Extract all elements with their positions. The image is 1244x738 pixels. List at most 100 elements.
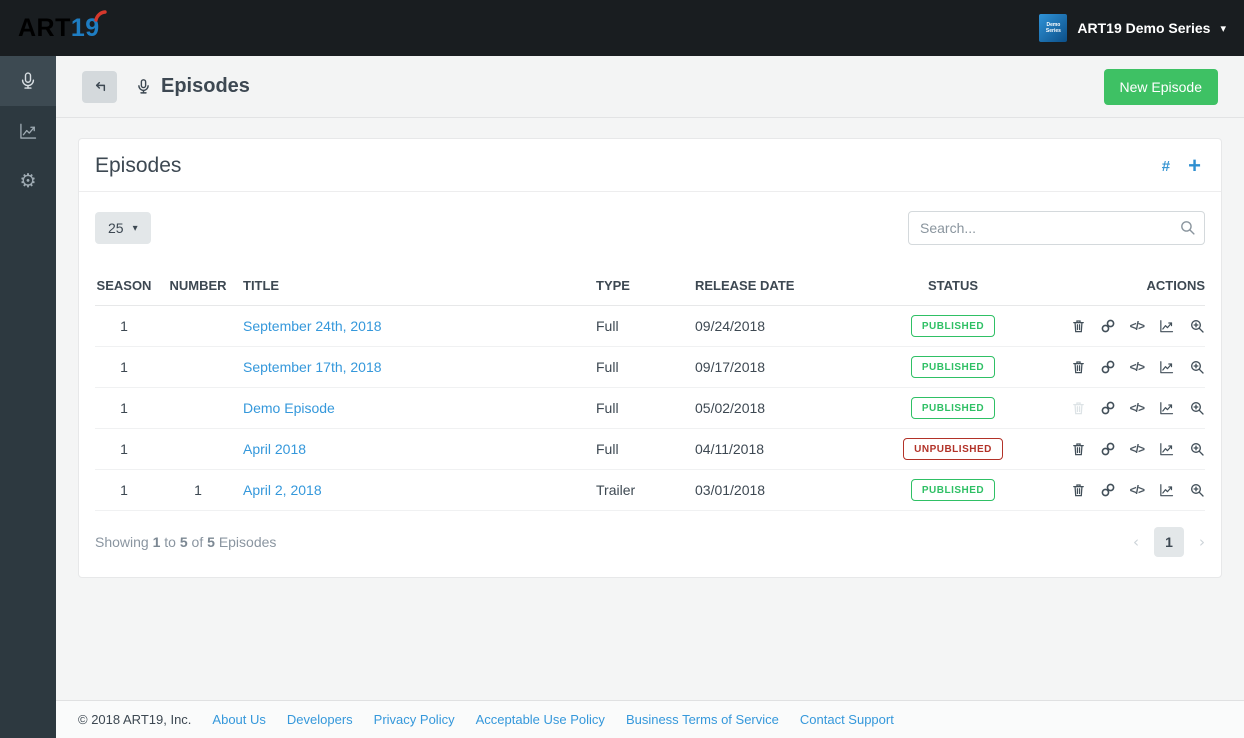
- page-number-button[interactable]: 1: [1154, 527, 1184, 557]
- back-button[interactable]: [82, 70, 117, 103]
- zoom-in-icon[interactable]: [1189, 318, 1205, 334]
- trash-icon[interactable]: [1071, 318, 1086, 334]
- episode-title-link[interactable]: April 2, 2018: [243, 482, 322, 498]
- link-icon[interactable]: [1100, 400, 1116, 416]
- stats-icon[interactable]: [1158, 400, 1175, 416]
- gear-icon: ⚙: [19, 170, 37, 192]
- sidebar-item-settings[interactable]: ⚙: [0, 156, 56, 206]
- back-arrow-icon: [95, 81, 105, 91]
- topbar: ART19 Demo Series ART19 Demo Series ▾: [0, 0, 1244, 56]
- zoom-in-icon[interactable]: [1189, 482, 1205, 498]
- footer-link-acceptable-use[interactable]: Acceptable Use Policy: [475, 712, 605, 727]
- status-badge: PUBLISHED: [910, 356, 996, 378]
- footer-link-privacy[interactable]: Privacy Policy: [373, 712, 455, 727]
- release-date-cell: 04/11/2018: [695, 428, 869, 470]
- card-footer: Showing 1 to 5 of 5 Episodes ‹ 1 ›: [79, 511, 1221, 577]
- episode-title-link[interactable]: September 24th, 2018: [243, 318, 382, 334]
- series-switcher[interactable]: Demo Series ART19 Demo Series ▾: [1039, 14, 1226, 42]
- page-title: Episodes: [161, 75, 250, 97]
- trash-icon[interactable]: [1071, 359, 1086, 375]
- episode-title-link[interactable]: September 17th, 2018: [243, 359, 382, 375]
- search-input[interactable]: [908, 211, 1205, 245]
- actions-cell: </>: [1037, 387, 1205, 429]
- page-size-value: 25: [108, 220, 124, 236]
- column-header-title: TITLE: [243, 272, 596, 306]
- art19-logo[interactable]: ART19: [18, 9, 107, 42]
- results-summary: Showing 1 to 5 of 5 Episodes: [95, 534, 277, 550]
- table-row: 1 September 17th, 2018 Full 09/17/2018 PUBLI…: [95, 346, 1205, 388]
- plus-icon[interactable]: +: [1188, 153, 1201, 178]
- hash-icon[interactable]: #: [1161, 157, 1171, 175]
- episodes-table: SEASON NUMBER TITLE TYPE RELEASE DATE ST…: [95, 272, 1205, 511]
- number-cell: [153, 305, 243, 347]
- stats-icon[interactable]: [1158, 441, 1175, 457]
- logo-arc-icon: [94, 9, 107, 22]
- sidebar: ⚙: [0, 56, 56, 738]
- code-icon[interactable]: </>: [1129, 483, 1145, 497]
- season-cell: 1: [95, 305, 153, 347]
- sidebar-item-analytics[interactable]: [0, 106, 56, 156]
- column-header-type: TYPE: [596, 272, 695, 306]
- type-cell: Full: [596, 428, 695, 470]
- page-size-dropdown[interactable]: 25 ▾: [95, 212, 151, 244]
- zoom-in-icon[interactable]: [1189, 359, 1205, 375]
- table-row: 1 September 24th, 2018 Full 09/24/2018 PUBLI…: [95, 305, 1205, 347]
- series-name: ART19 Demo Series: [1077, 20, 1211, 36]
- release-date-cell: 05/02/2018: [695, 387, 869, 429]
- zoom-in-icon[interactable]: [1189, 441, 1205, 457]
- new-episode-button[interactable]: New Episode: [1103, 68, 1218, 105]
- link-icon[interactable]: [1100, 359, 1116, 375]
- actions-cell: </>: [1037, 428, 1205, 470]
- chevron-right-icon[interactable]: ›: [1199, 533, 1205, 551]
- code-icon[interactable]: </>: [1129, 442, 1145, 456]
- caret-down-icon: ▾: [1220, 21, 1226, 35]
- episode-title-link[interactable]: Demo Episode: [243, 400, 335, 416]
- footer: © 2018 ART19, Inc. About Us Developers P…: [56, 700, 1244, 738]
- code-icon[interactable]: </>: [1129, 401, 1145, 415]
- footer-link-about[interactable]: About Us: [212, 712, 266, 727]
- link-icon[interactable]: [1100, 441, 1116, 457]
- status-badge: PUBLISHED: [910, 315, 996, 337]
- zoom-in-icon[interactable]: [1189, 400, 1205, 416]
- title-cell: September 17th, 2018: [243, 346, 596, 388]
- number-cell: [153, 387, 243, 429]
- card-header: Episodes # +: [79, 139, 1221, 192]
- microphone-icon: [138, 79, 149, 94]
- footer-link-contact[interactable]: Contact Support: [799, 712, 894, 727]
- footer-link-developers[interactable]: Developers: [286, 712, 353, 727]
- link-icon[interactable]: [1100, 482, 1116, 498]
- column-header-actions: ACTIONS: [1037, 272, 1205, 306]
- content: Episodes # + 25 ▾: [56, 118, 1244, 700]
- chevron-left-icon[interactable]: ‹: [1133, 533, 1139, 551]
- link-icon[interactable]: [1100, 318, 1116, 334]
- type-cell: Full: [596, 346, 695, 388]
- series-artwork: Demo Series: [1039, 14, 1068, 42]
- number-cell: 1: [153, 469, 243, 511]
- trash-icon[interactable]: [1071, 400, 1086, 416]
- code-icon[interactable]: </>: [1129, 360, 1145, 374]
- actions-cell: </>: [1037, 305, 1205, 347]
- stats-icon[interactable]: [1158, 482, 1175, 498]
- chart-icon: [20, 123, 37, 139]
- episode-title-link[interactable]: April 2018: [243, 441, 307, 457]
- caret-down-icon: ▾: [132, 222, 138, 234]
- status-badge: UNPUBLISHED: [903, 438, 1003, 460]
- sidebar-item-episodes[interactable]: [0, 56, 56, 106]
- logo-text-art: ART: [18, 13, 71, 42]
- title-cell: April 2, 2018: [243, 469, 596, 511]
- page-header: Episodes New Episode: [56, 56, 1244, 118]
- column-header-release-date: RELEASE DATE: [695, 272, 869, 306]
- pagination: ‹ 1 ›: [1133, 527, 1205, 557]
- trash-icon[interactable]: [1071, 482, 1086, 498]
- status-cell: PUBLISHED: [869, 346, 1037, 388]
- trash-icon[interactable]: [1071, 441, 1086, 457]
- stats-icon[interactable]: [1158, 318, 1175, 334]
- footer-link-terms[interactable]: Business Terms of Service: [625, 712, 779, 727]
- column-header-number: NUMBER: [153, 272, 243, 306]
- code-icon[interactable]: </>: [1129, 319, 1145, 333]
- release-date-cell: 09/17/2018: [695, 346, 869, 388]
- number-cell: [153, 428, 243, 470]
- season-cell: 1: [95, 346, 153, 388]
- stats-icon[interactable]: [1158, 359, 1175, 375]
- table-row: 1 1 April 2, 2018 Trailer 03/01/2018 PUBLISHE…: [95, 469, 1205, 511]
